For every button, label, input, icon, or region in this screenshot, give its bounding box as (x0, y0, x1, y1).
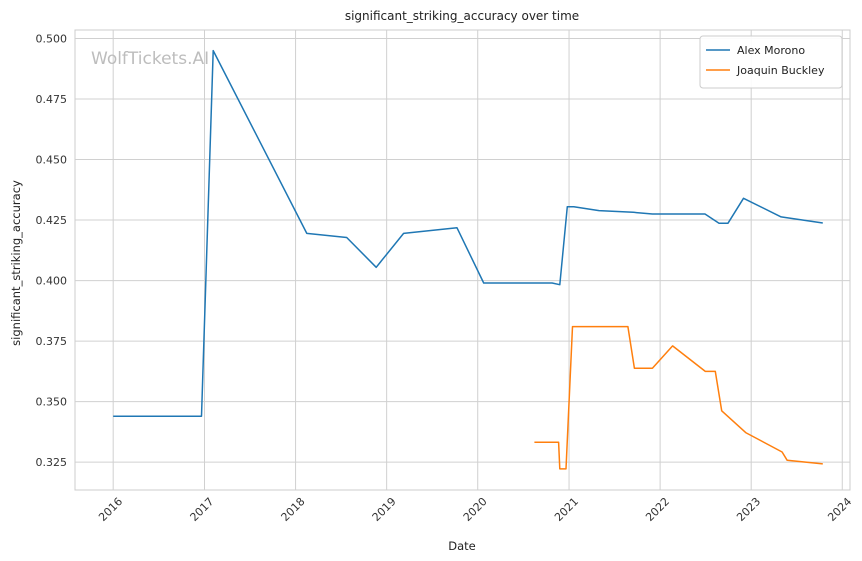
y-tick-label: 0.425 (36, 214, 68, 227)
x-tick-label: 2019 (370, 495, 399, 524)
y-tick-label: 0.325 (36, 456, 68, 469)
y-tick-label: 0.500 (36, 32, 68, 45)
series-line-1 (113, 49, 823, 417)
x-tick-label: 2017 (188, 495, 217, 524)
y-tick-label: 0.475 (36, 93, 68, 106)
x-tick-label: 2020 (461, 495, 490, 524)
legend: Alex Morono Joaquin Buckley (699, 35, 843, 89)
x-tick-label: 2022 (643, 495, 672, 524)
legend-label: Joaquin Buckley (736, 64, 825, 77)
y-tick-label: 0.450 (36, 154, 68, 167)
x-tick-label: 2021 (552, 495, 581, 524)
y-tick-label: 0.375 (36, 335, 68, 348)
series-line-2 (534, 325, 823, 470)
legend-label: Alex Morono (737, 44, 805, 57)
x-axis-label: Date (448, 539, 476, 553)
y-axis-ticks: 0.325 0.350 0.375 0.400 0.425 0.450 0.475 0.500 (36, 32, 68, 469)
watermark-text: WolfTickets.AI (91, 49, 209, 69)
y-axis-label: significant_striking_accuracy (9, 180, 23, 346)
x-axis-ticks: 2016 2017 2018 2019 2020 2021 2022 2023 2024 (96, 495, 854, 524)
y-tick-label: 0.400 (36, 275, 68, 288)
x-tick-label: 2023 (734, 495, 763, 524)
series-layer (113, 49, 823, 470)
chart-title: significant_striking_accuracy over time (345, 9, 579, 23)
x-tick-label: 2024 (825, 495, 854, 524)
y-tick-label: 0.350 (36, 396, 68, 409)
x-tick-label: 2016 (96, 495, 125, 524)
x-tick-label: 2018 (279, 495, 308, 524)
legend-box (699, 35, 843, 89)
